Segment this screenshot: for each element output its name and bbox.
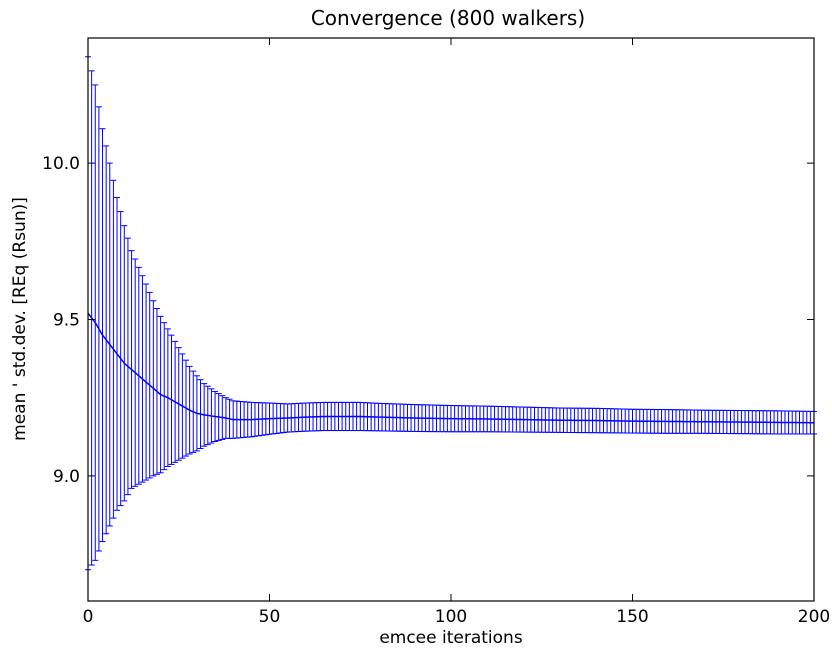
x-axis-label: emcee iterations xyxy=(379,628,523,648)
chart-title: Convergence (800 walkers) xyxy=(311,6,585,30)
x-tick-label: 150 xyxy=(616,607,648,627)
y-axis-label: mean ' std.dev. [REq (Rsun)] xyxy=(10,197,30,441)
x-tick-label: 100 xyxy=(435,607,467,627)
axis-ticks: 0 50 100 150 200 9.0 9.5 10.0 xyxy=(42,38,830,627)
y-tick-label: 9.0 xyxy=(53,467,80,487)
x-tick-label: 200 xyxy=(798,607,830,627)
plot-area xyxy=(85,56,817,571)
mean-line xyxy=(87,312,815,424)
x-tick-label: 0 xyxy=(83,607,94,627)
y-tick-label: 9.5 xyxy=(53,311,80,331)
plot-frame xyxy=(87,37,815,602)
x-tick-label: 50 xyxy=(259,607,281,627)
y-tick-label: 10.0 xyxy=(42,154,80,174)
